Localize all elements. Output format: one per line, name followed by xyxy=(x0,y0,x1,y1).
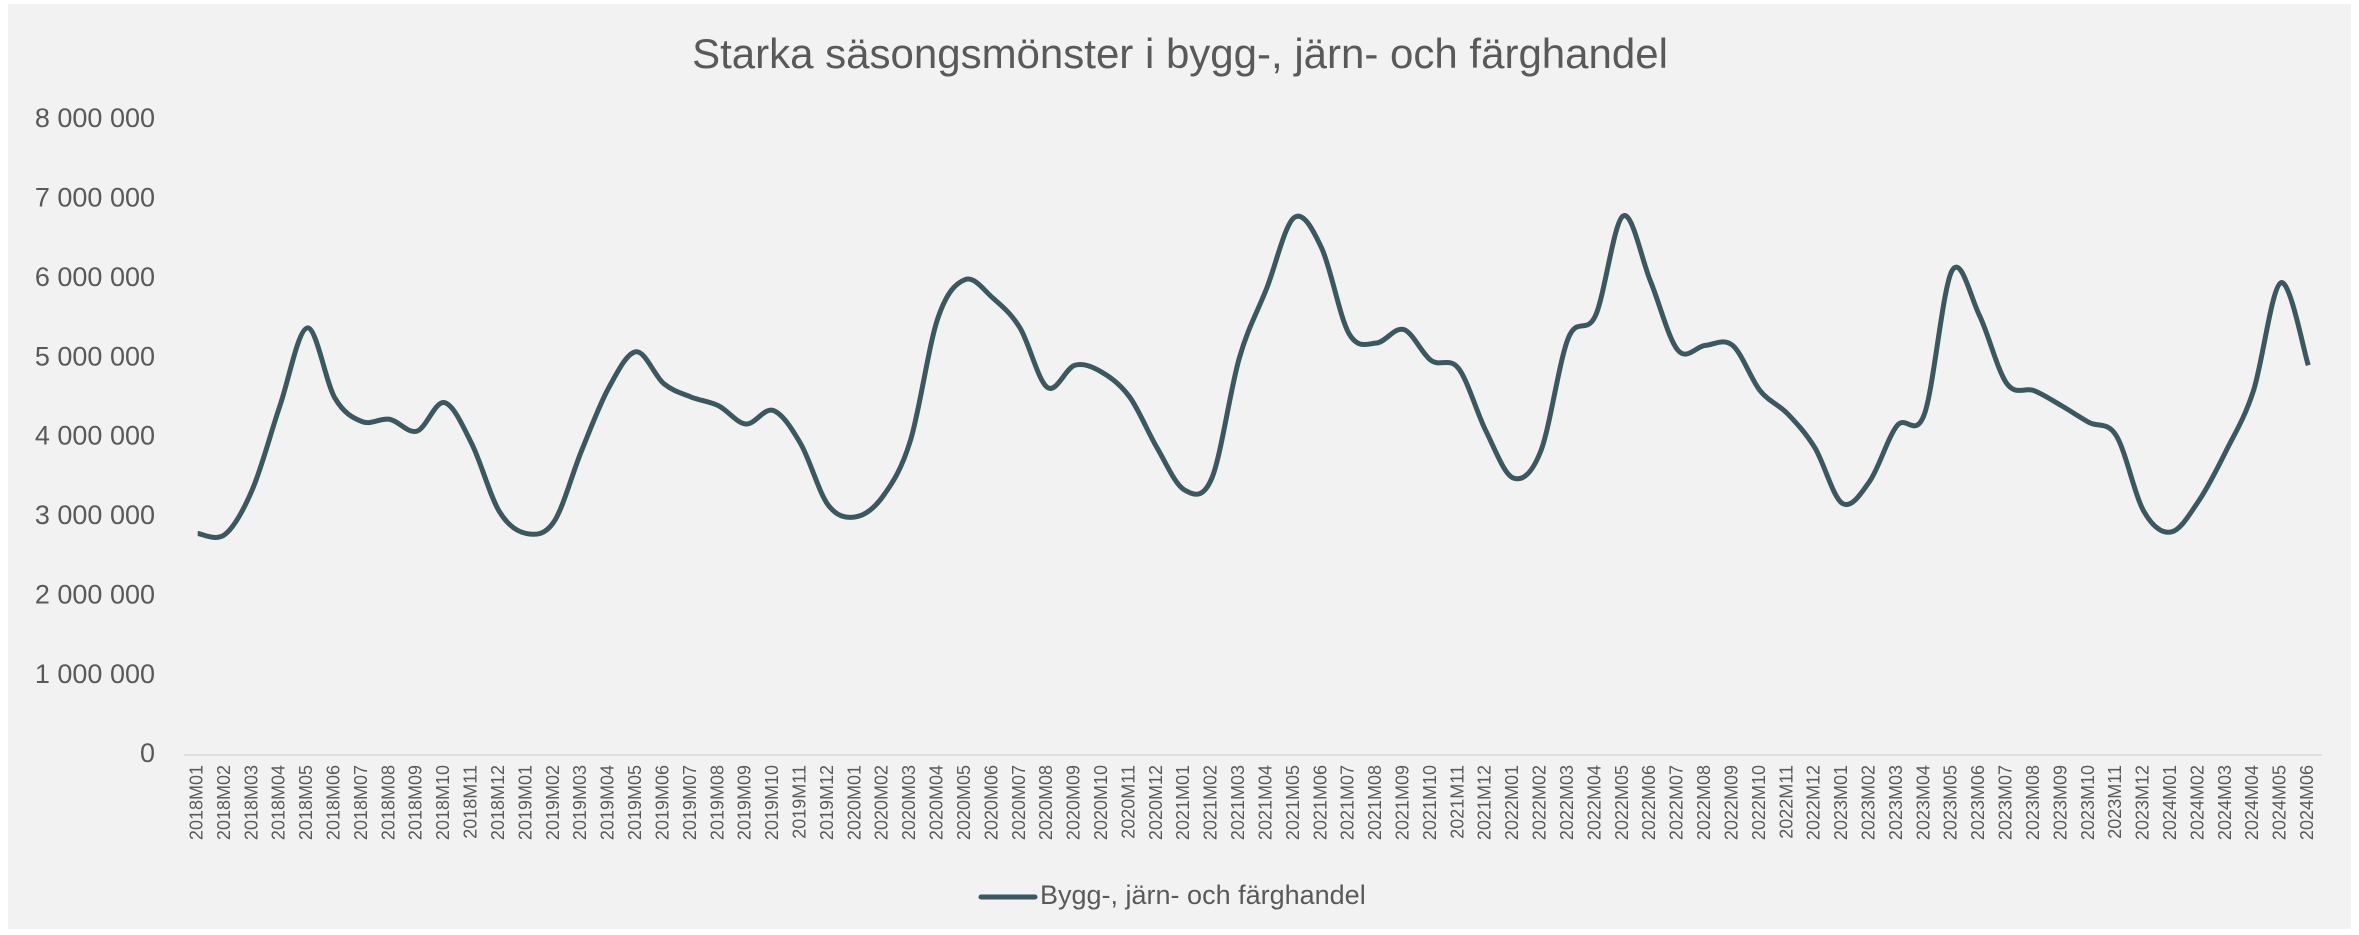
x-tick-label: 2021M08 xyxy=(1365,765,1385,840)
x-tick-label: 2021M07 xyxy=(1338,765,1358,840)
x-tick-label: 2022M03 xyxy=(1557,765,1577,840)
y-tick-label: 5 000 000 xyxy=(35,341,155,371)
x-tick-label: 2020M06 xyxy=(981,765,1001,840)
x-tick-label: 2021M01 xyxy=(1173,765,1193,840)
x-tick-label: 2022M02 xyxy=(1530,765,1550,840)
y-tick-label: 8 000 000 xyxy=(35,103,155,133)
x-tick-label: 2019M04 xyxy=(598,765,618,840)
x-tick-label: 2020M12 xyxy=(1146,765,1166,840)
x-tick-label: 2019M09 xyxy=(735,765,755,840)
legend-label: Bygg-, järn- och färghandel xyxy=(1040,880,1366,910)
x-tick-label: 2023M11 xyxy=(2105,765,2125,839)
x-tick-label: 2021M03 xyxy=(1228,765,1248,840)
x-tick-label: 2020M02 xyxy=(872,765,892,840)
y-tick-label: 1 000 000 xyxy=(35,659,155,689)
x-tick-label: 2019M12 xyxy=(817,765,837,840)
x-tick-label: 2022M06 xyxy=(1639,765,1659,840)
y-tick-label: 6 000 000 xyxy=(35,262,155,292)
x-tick-label: 2019M03 xyxy=(570,765,590,840)
x-tick-label: 2018M07 xyxy=(351,765,371,840)
x-tick-label: 2022M04 xyxy=(1584,765,1604,840)
x-tick-label: 2019M10 xyxy=(762,765,782,840)
x-tick-label: 2020M04 xyxy=(927,765,947,840)
x-tick-label: 2018M09 xyxy=(406,765,426,840)
x-tick-label: 2019M11 xyxy=(789,765,809,839)
x-tick-label: 2022M05 xyxy=(1612,765,1632,840)
x-tick-label: 2022M01 xyxy=(1502,765,1522,840)
x-tick-label: 2023M05 xyxy=(1941,765,1961,840)
chart-area xyxy=(8,4,2351,929)
x-tick-label: 2024M01 xyxy=(2160,765,2180,840)
x-tick-label: 2021M06 xyxy=(1310,765,1330,840)
x-tick-label: 2024M05 xyxy=(2270,765,2290,840)
x-tick-label: 2018M03 xyxy=(241,765,261,840)
x-tick-label: 2023M01 xyxy=(1831,765,1851,840)
x-tick-label: 2021M10 xyxy=(1420,765,1440,840)
x-tick-label: 2023M06 xyxy=(1968,765,1988,840)
chart-title: Starka säsongsmönster i bygg-, järn- och… xyxy=(692,30,1668,77)
x-tick-label: 2021M09 xyxy=(1393,765,1413,840)
x-tick-label: 2022M09 xyxy=(1721,765,1741,840)
x-tick-label: 2019M06 xyxy=(652,765,672,840)
x-tick-label: 2024M03 xyxy=(2215,765,2235,840)
x-tick-label: 2018M10 xyxy=(433,765,453,840)
x-tick-label: 2019M05 xyxy=(625,765,645,840)
x-tick-label: 2023M08 xyxy=(2023,765,2043,840)
x-tick-label: 2022M07 xyxy=(1667,765,1687,840)
x-tick-label: 2023M04 xyxy=(1913,765,1933,840)
x-tick-label: 2018M08 xyxy=(378,765,398,840)
x-tick-label: 2024M02 xyxy=(2187,765,2207,840)
x-tick-label: 2024M04 xyxy=(2242,765,2262,840)
x-tick-label: 2019M02 xyxy=(543,765,563,840)
x-tick-label: 2023M12 xyxy=(2133,765,2153,840)
x-tick-label: 2024M06 xyxy=(2297,765,2317,840)
y-tick-label: 4 000 000 xyxy=(35,421,155,451)
x-tick-label: 2018M06 xyxy=(324,765,344,840)
x-tick-label: 2023M07 xyxy=(1996,765,2016,840)
x-tick-label: 2023M02 xyxy=(1858,765,1878,840)
x-tick-label: 2018M01 xyxy=(186,765,206,840)
y-tick-label: 3 000 000 xyxy=(35,500,155,530)
x-tick-label: 2019M07 xyxy=(680,765,700,840)
y-tick-label: 2 000 000 xyxy=(35,579,155,609)
x-tick-label: 2021M12 xyxy=(1475,765,1495,840)
x-tick-label: 2023M10 xyxy=(2078,765,2098,840)
y-tick-label: 7 000 000 xyxy=(35,183,155,213)
x-tick-label: 2022M11 xyxy=(1776,765,1796,839)
x-tick-label: 2020M11 xyxy=(1118,765,1138,839)
data-line xyxy=(197,213,2311,540)
x-tick-label: 2022M08 xyxy=(1694,765,1714,840)
x-tick-label: 2019M08 xyxy=(707,765,727,840)
x-tick-label: 2023M03 xyxy=(1886,765,1906,840)
x-tick-label: 2022M12 xyxy=(1804,765,1824,840)
x-tick-label: 2020M07 xyxy=(1009,765,1029,840)
x-tick-label: 2018M12 xyxy=(488,765,508,840)
x-tick-label: 2021M05 xyxy=(1283,765,1303,840)
x-tick-label: 2021M04 xyxy=(1255,765,1275,840)
x-tick-label: 2018M11 xyxy=(461,765,481,839)
x-tick-label: 2018M04 xyxy=(269,765,289,840)
x-tick-label: 2020M05 xyxy=(954,765,974,840)
x-tick-label: 2019M01 xyxy=(515,765,535,840)
x-tick-label: 2020M03 xyxy=(899,765,919,840)
x-tick-label: 2020M08 xyxy=(1036,765,1056,840)
x-tick-label: 2018M02 xyxy=(214,765,234,840)
x-tick-label: 2022M10 xyxy=(1749,765,1769,840)
x-tick-label: 2020M01 xyxy=(844,765,864,840)
y-tick-label: 0 xyxy=(140,738,155,768)
x-tick-label: 2021M02 xyxy=(1201,765,1221,840)
x-tick-label: 2023M09 xyxy=(2050,765,2070,840)
x-tick-label: 2021M11 xyxy=(1447,765,1467,839)
x-tick-label: 2020M09 xyxy=(1064,765,1084,840)
x-tick-label: 2020M10 xyxy=(1091,765,1111,840)
x-tick-label: 2018M05 xyxy=(296,765,316,840)
